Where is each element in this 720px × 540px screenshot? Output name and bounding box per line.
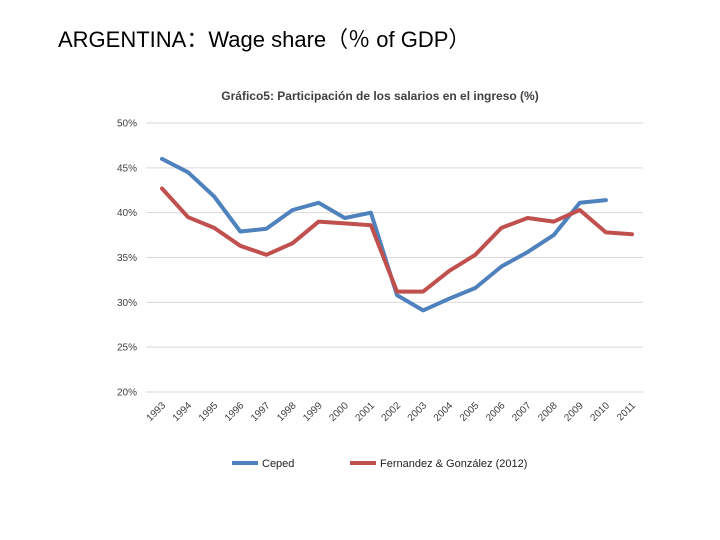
legend-label: Ceped: [262, 458, 294, 470]
legend: Ceped Fernandez & González (2012): [232, 458, 527, 470]
x-tick-label: 1994: [171, 400, 195, 424]
x-tick-label: 1999: [301, 400, 325, 424]
y-tick-label: 20%: [117, 388, 137, 399]
y-tick-label: 35%: [117, 253, 137, 264]
series-lines: [160, 156, 634, 313]
x-tick-label: 2010: [588, 400, 612, 424]
x-tick-label: 2000: [327, 400, 351, 424]
y-tick-label: 45%: [117, 163, 137, 174]
x-tick-label: 1998: [275, 400, 299, 424]
series-line-ceped: [160, 156, 608, 313]
grid: [146, 122, 643, 393]
series-line-fernandez-gonzalez: [160, 186, 634, 294]
legend-label: Fernandez & González (2012): [380, 458, 527, 470]
x-tick-label: 2008: [536, 400, 560, 424]
x-tick-label: 1996: [223, 400, 247, 424]
x-axis: 1993 1994 1995 1996 1997 1998 1999 2000 2001 2002…: [145, 400, 639, 424]
x-tick-label: 2006: [484, 400, 508, 424]
y-tick-label: 50%: [117, 119, 137, 130]
slide-title: ARGENTINA：Wage share（％ of GDP）: [58, 27, 471, 52]
x-tick-label: 2001: [353, 400, 377, 424]
y-axis: 20% 25% 30% 35% 40% 45% 50%: [117, 119, 137, 399]
x-tick-label: 1997: [249, 400, 273, 424]
x-tick-label: 2009: [562, 400, 586, 424]
chart-title: Gráfico5: Participación de los salarios …: [221, 89, 538, 103]
y-tick-label: 30%: [117, 298, 137, 309]
x-tick-label: 1995: [197, 400, 221, 424]
x-tick-label: 2011: [615, 400, 638, 423]
y-tick-label: 25%: [117, 343, 137, 354]
x-tick-label: 2002: [380, 400, 404, 424]
x-tick-label: 1993: [145, 400, 169, 424]
x-tick-label: 2005: [458, 400, 482, 424]
x-tick-label: 2004: [432, 400, 456, 424]
y-tick-label: 40%: [117, 208, 137, 219]
x-tick-label: 2003: [406, 400, 430, 424]
x-tick-label: 2007: [510, 400, 534, 424]
